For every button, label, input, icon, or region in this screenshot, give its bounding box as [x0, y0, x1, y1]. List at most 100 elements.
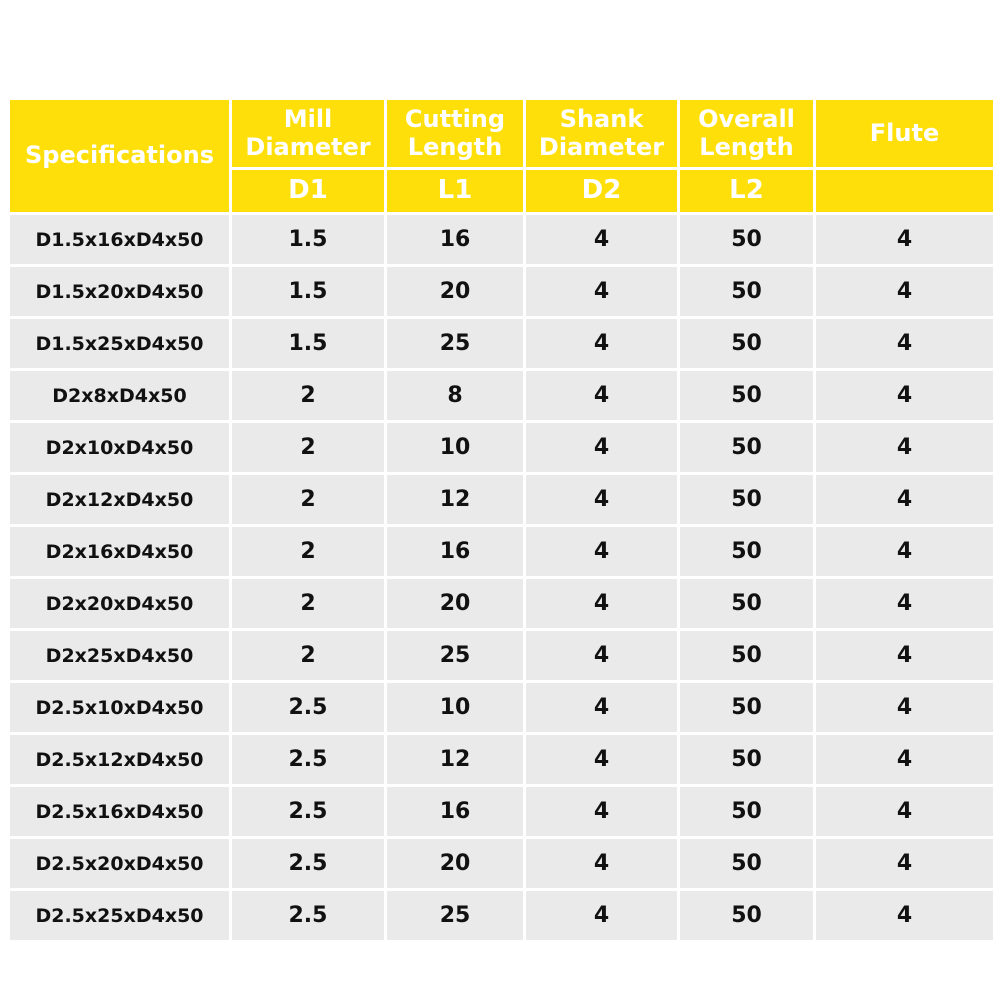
- cell-specification: D1.5x16xD4x50: [10, 215, 229, 264]
- cell-specification: D2.5x25xD4x50: [10, 891, 229, 940]
- header-specifications: Specifications: [10, 100, 229, 212]
- cell-overall-length: 50: [680, 579, 813, 628]
- cell-overall-length: 50: [680, 423, 813, 472]
- cell-cutting-length: 20: [387, 267, 523, 316]
- cell-overall-length: 50: [680, 631, 813, 680]
- cell-mill-diameter: 2: [232, 423, 384, 472]
- cell-flute: 4: [816, 891, 993, 940]
- header-shank-diameter-line2: Diameter: [538, 132, 665, 161]
- table-row: D1.5x20xD4x50 1.5 20 4 50 4: [10, 267, 993, 316]
- cell-mill-diameter: 2: [232, 527, 384, 576]
- cell-mill-diameter: 2: [232, 475, 384, 524]
- cell-overall-length: 50: [680, 319, 813, 368]
- subheader-row: D1 L1 D2 L2: [10, 170, 993, 212]
- cell-specification: D2x20xD4x50: [10, 579, 229, 628]
- cell-specification: D2x25xD4x50: [10, 631, 229, 680]
- cell-cutting-length: 10: [387, 683, 523, 732]
- table-row: D1.5x25xD4x50 1.5 25 4 50 4: [10, 319, 993, 368]
- cell-shank-diameter: 4: [526, 527, 677, 576]
- subheader-mill-diameter: D1: [232, 170, 384, 212]
- cell-specification: D2x8xD4x50: [10, 371, 229, 420]
- cell-cutting-length: 25: [387, 631, 523, 680]
- cell-cutting-length: 12: [387, 735, 523, 784]
- header-mill-diameter-line2: Diameter: [245, 132, 371, 161]
- cell-overall-length: 50: [680, 475, 813, 524]
- cell-specification: D2x12xD4x50: [10, 475, 229, 524]
- header-mill-diameter-line1: Mill: [283, 104, 333, 133]
- cell-mill-diameter: 2: [232, 579, 384, 628]
- subheader-flute: [816, 170, 993, 212]
- cell-mill-diameter: 1.5: [232, 215, 384, 264]
- table-row: D2x16xD4x50 2 16 4 50 4: [10, 527, 993, 576]
- header-shank-diameter-line1: Shank: [559, 104, 644, 133]
- subheader-shank-diameter: D2: [526, 170, 677, 212]
- table-row: D2x8xD4x50 2 8 4 50 4: [10, 371, 993, 420]
- subheader-cutting-length: L1: [387, 170, 523, 212]
- cell-shank-diameter: 4: [526, 735, 677, 784]
- cell-flute: 4: [816, 527, 993, 576]
- cell-flute: 4: [816, 319, 993, 368]
- header-flute: Flute: [816, 100, 993, 167]
- cell-mill-diameter: 1.5: [232, 267, 384, 316]
- cell-cutting-length: 8: [387, 371, 523, 420]
- cell-specification: D2x16xD4x50: [10, 527, 229, 576]
- cell-overall-length: 50: [680, 787, 813, 836]
- cell-mill-diameter: 2: [232, 371, 384, 420]
- table-row: D2.5x16xD4x50 2.5 16 4 50 4: [10, 787, 993, 836]
- cell-overall-length: 50: [680, 839, 813, 888]
- cell-shank-diameter: 4: [526, 631, 677, 680]
- cell-specification: D2.5x20xD4x50: [10, 839, 229, 888]
- cell-flute: 4: [816, 683, 993, 732]
- cell-flute: 4: [816, 735, 993, 784]
- cell-flute: 4: [816, 371, 993, 420]
- cell-cutting-length: 12: [387, 475, 523, 524]
- cell-shank-diameter: 4: [526, 267, 677, 316]
- cell-overall-length: 50: [680, 735, 813, 784]
- cell-flute: 4: [816, 423, 993, 472]
- cell-shank-diameter: 4: [526, 787, 677, 836]
- cell-mill-diameter: 2.5: [232, 683, 384, 732]
- cell-shank-diameter: 4: [526, 891, 677, 940]
- cell-cutting-length: 20: [387, 839, 523, 888]
- header-cutting-length-line1: Cutting: [404, 104, 506, 133]
- cell-cutting-length: 25: [387, 319, 523, 368]
- cell-overall-length: 50: [680, 891, 813, 940]
- header-shank-diameter: Shank Diameter: [526, 100, 677, 167]
- table-row: D2.5x12xD4x50 2.5 12 4 50 4: [10, 735, 993, 784]
- cell-cutting-length: 16: [387, 215, 523, 264]
- table-row: D2x10xD4x50 2 10 4 50 4: [10, 423, 993, 472]
- cell-cutting-length: 16: [387, 787, 523, 836]
- cell-specification: D1.5x25xD4x50: [10, 319, 229, 368]
- cell-flute: 4: [816, 787, 993, 836]
- header-row: Specifications Mill Diameter Cutting Len…: [10, 100, 993, 212]
- cell-specification: D2.5x10xD4x50: [10, 683, 229, 732]
- header-overall-length-line1: Overall: [698, 104, 795, 133]
- table-row: D1.5x16xD4x50 1.5 16 4 50 4: [10, 215, 993, 264]
- header-cutting-length-line2: Length: [407, 132, 503, 161]
- cell-flute: 4: [816, 579, 993, 628]
- table-row: D2x25xD4x50 2 25 4 50 4: [10, 631, 993, 680]
- cell-specification: D1.5x20xD4x50: [10, 267, 229, 316]
- header-overall-length-line2: Length: [699, 132, 794, 161]
- table-row: D2.5x20xD4x50 2.5 20 4 50 4: [10, 839, 993, 888]
- table-row: D2x20xD4x50 2 20 4 50 4: [10, 579, 993, 628]
- cell-shank-diameter: 4: [526, 215, 677, 264]
- cell-shank-diameter: 4: [526, 319, 677, 368]
- subheader-overall-length: L2: [680, 170, 813, 212]
- cell-shank-diameter: 4: [526, 579, 677, 628]
- cell-mill-diameter: 2.5: [232, 891, 384, 940]
- cell-mill-diameter: 2: [232, 631, 384, 680]
- cell-shank-diameter: 4: [526, 423, 677, 472]
- cell-specification: D2.5x16xD4x50: [10, 787, 229, 836]
- cell-overall-length: 50: [680, 683, 813, 732]
- cell-shank-diameter: 4: [526, 475, 677, 524]
- cell-cutting-length: 20: [387, 579, 523, 628]
- table-row: D2.5x10xD4x50 2.5 10 4 50 4: [10, 683, 993, 732]
- cell-mill-diameter: 2.5: [232, 839, 384, 888]
- cell-mill-diameter: 2.5: [232, 787, 384, 836]
- table-row: D2.5x25xD4x50 2.5 25 4 50 4: [10, 891, 993, 940]
- cell-specification: D2.5x12xD4x50: [10, 735, 229, 784]
- cell-cutting-length: 10: [387, 423, 523, 472]
- table-body: D1.5x16xD4x50 1.5 16 4 50 4 D1.5x20xD4x50 1.5 20…: [10, 215, 993, 940]
